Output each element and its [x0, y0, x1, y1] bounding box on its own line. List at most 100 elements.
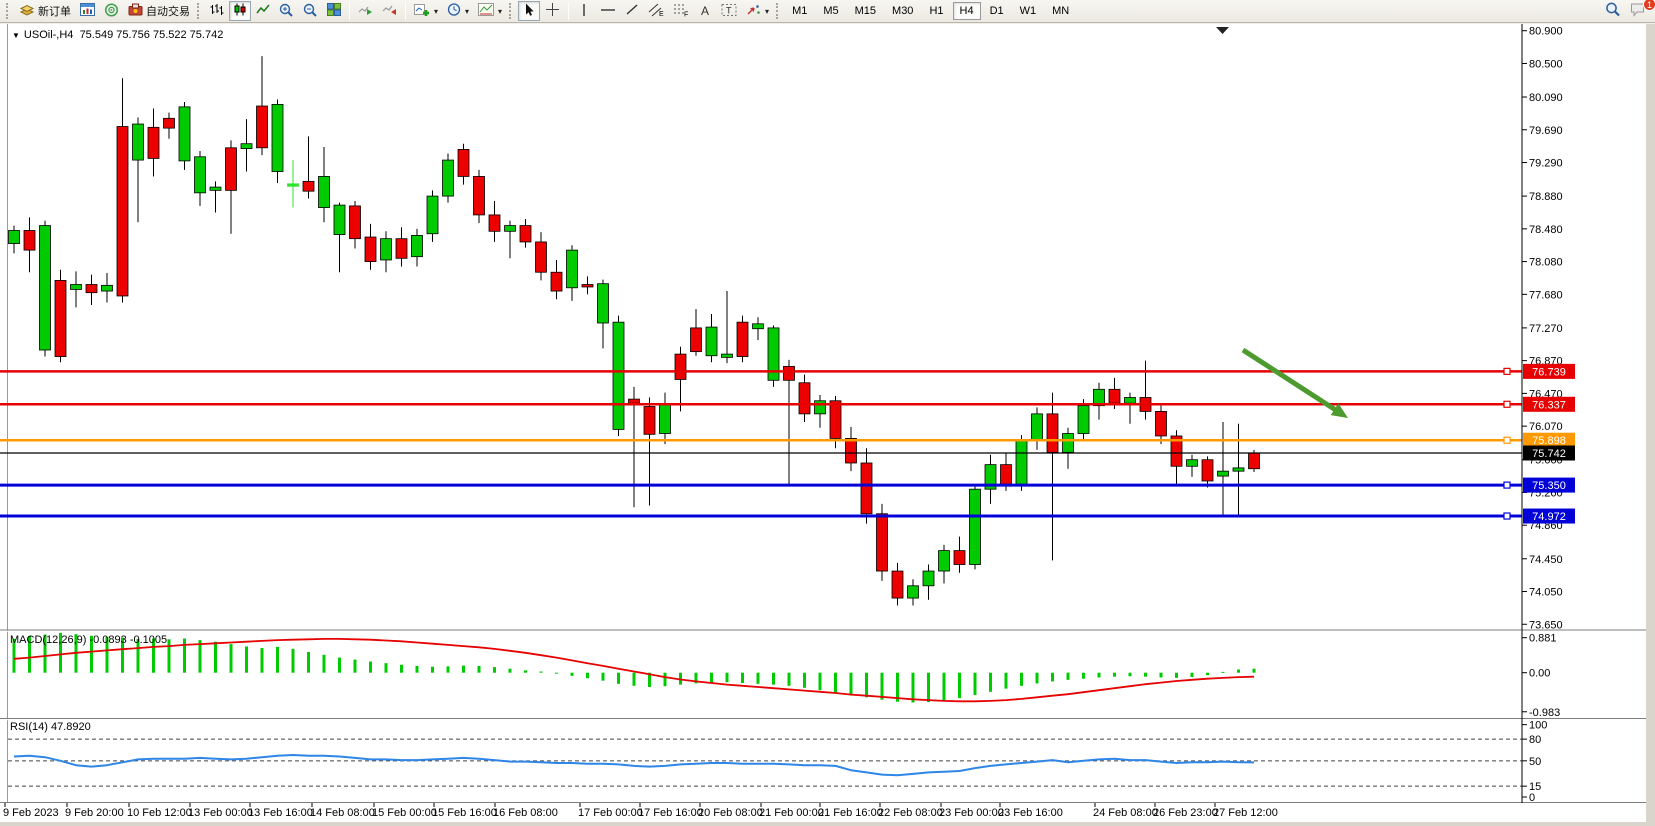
macd-histogram-bar — [1020, 672, 1023, 686]
macd-histogram-bar — [927, 672, 930, 703]
toolbar-grip[interactable] — [776, 3, 781, 19]
toolbar-grip[interactable] — [197, 3, 202, 19]
auto-trading-button[interactable]: 自动交易 — [124, 1, 194, 21]
time-axis-label: 9 Feb 20:00 — [65, 807, 124, 819]
arrows-button[interactable]: ▾ — [742, 1, 773, 21]
timeframe-button-M1[interactable]: M1 — [785, 2, 814, 20]
macd-histogram-bar — [90, 635, 93, 673]
svg-text:E: E — [659, 11, 664, 17]
zoom-out-button[interactable] — [299, 1, 322, 21]
macd-axis-label: 0.00 — [1529, 668, 1550, 680]
candle-body — [721, 353, 733, 358]
price-axis-area[interactable] — [1522, 24, 1646, 803]
label-button[interactable]: T — [717, 1, 741, 21]
channel-button[interactable]: E — [644, 1, 668, 21]
toolbar-grip[interactable] — [509, 3, 514, 19]
timeframe-toolbar: M1 M5 M15 M30 H1 H4 D1 W1 MN — [785, 2, 1076, 20]
label-icon: T — [721, 3, 737, 20]
candle-body — [566, 249, 578, 289]
auto-scroll-button[interactable] — [354, 1, 377, 21]
macd-histogram-bar — [570, 672, 574, 676]
chart-shift-button[interactable] — [378, 1, 401, 21]
period-clock-button[interactable]: ▾ — [443, 1, 473, 21]
macd-histogram-bar — [741, 672, 744, 684]
vertical-line-button[interactable] — [573, 1, 595, 21]
macd-histogram-bar — [849, 672, 853, 695]
price-axis-label: 77.270 — [1529, 323, 1563, 335]
rsi-panel[interactable] — [8, 720, 1522, 803]
macd-histogram-bar — [1097, 672, 1101, 678]
time-axis-label: 26 Feb 23:00 — [1153, 807, 1218, 819]
chart-canvas[interactable]: 80.900 80.500 80.090 79.690 79.290 78.880 78.4… — [0, 24, 1655, 826]
macd-signal-line — [13, 638, 1255, 703]
candle-body — [473, 176, 485, 216]
new-order-button[interactable]: 新订单 — [15, 1, 75, 21]
price-axis-label: 78.880 — [1529, 191, 1563, 203]
chart-shift-icon — [382, 3, 397, 19]
search-button[interactable] — [1601, 1, 1625, 21]
timeframe-button-M5[interactable]: M5 — [816, 2, 845, 20]
candle-body — [550, 271, 563, 292]
time-axis-label: 17 Feb 16:00 — [638, 807, 703, 819]
toolbar-separator — [349, 2, 350, 20]
candle-body — [1170, 435, 1183, 467]
macd-histogram-bar — [663, 672, 667, 687]
macd-histogram-bar — [307, 652, 310, 673]
macd-axis-label: -0.983 — [1529, 707, 1560, 719]
macd-histogram-bar — [1035, 672, 1039, 684]
chevron-down-icon: ▾ — [498, 6, 503, 16]
macd-histogram-bar — [1175, 672, 1178, 678]
time-axis-label: 10 Feb 12:00 — [127, 807, 192, 819]
text-button[interactable]: A — [694, 1, 716, 21]
timeframe-button-W1[interactable]: W1 — [1013, 2, 1044, 20]
macd-histogram-bar — [183, 638, 186, 673]
macd-histogram-bar — [1190, 672, 1194, 678]
tile-windows-button[interactable] — [323, 1, 345, 21]
template-button[interactable]: ▾ — [474, 1, 506, 21]
macd-histogram-bar — [493, 667, 496, 673]
time-axis-label: 23 Feb 16:00 — [998, 807, 1063, 819]
candle-body — [705, 326, 718, 357]
candlestick-button[interactable] — [229, 1, 251, 21]
timeframe-button-H1[interactable]: H1 — [922, 2, 950, 20]
cursor-icon — [523, 3, 535, 20]
zoom-in-icon — [279, 3, 294, 20]
candle-body — [1232, 467, 1245, 472]
line-anchor-marker — [1503, 481, 1511, 489]
horizontal-line-button[interactable] — [596, 1, 620, 21]
trend-arrow-head[interactable] — [1330, 403, 1348, 418]
trend-line-button[interactable] — [621, 1, 643, 21]
signal-button[interactable] — [100, 1, 123, 21]
zoom-in-button[interactable] — [275, 1, 298, 21]
line-chart-button[interactable] — [252, 1, 274, 21]
toolbar-grip[interactable] — [6, 3, 11, 19]
macd-panel[interactable] — [8, 632, 1522, 718]
cursor-button[interactable] — [518, 1, 541, 21]
bar-chart-button[interactable] — [206, 1, 228, 21]
timeframe-button-M30[interactable]: M30 — [885, 2, 920, 20]
macd-histogram-bar — [431, 666, 434, 673]
candle-body — [287, 183, 299, 187]
timeframe-button-D1[interactable]: D1 — [983, 2, 1011, 20]
macd-histogram-bar — [865, 672, 868, 698]
price-axis-label: 74.050 — [1529, 587, 1563, 599]
timeframe-button-H4[interactable]: H4 — [952, 2, 981, 20]
chart-window-button[interactable] — [76, 1, 99, 21]
signal-icon — [104, 2, 119, 20]
timeframe-button-MN[interactable]: MN — [1045, 2, 1076, 20]
add-indicator-button[interactable]: ▾ — [410, 1, 442, 21]
period-clock-icon — [447, 3, 461, 19]
time-axis-label: 22 Feb 08:00 — [878, 807, 943, 819]
rsi-axis-label: 80 — [1529, 734, 1541, 746]
trend-arrow[interactable] — [1241, 347, 1341, 415]
time-axis-label: 21 Feb 00:00 — [759, 807, 824, 819]
candle-body — [457, 149, 470, 177]
price-chart-area[interactable] — [8, 24, 1522, 630]
candle-body — [194, 156, 206, 194]
fibonacci-button[interactable]: F — [669, 1, 693, 21]
macd-histogram-bar — [400, 664, 403, 673]
chat-button[interactable]: 1 — [1626, 0, 1655, 21]
crosshair-button[interactable] — [541, 1, 564, 21]
macd-histogram-bar — [772, 672, 775, 685]
timeframe-button-M15[interactable]: M15 — [848, 2, 883, 20]
